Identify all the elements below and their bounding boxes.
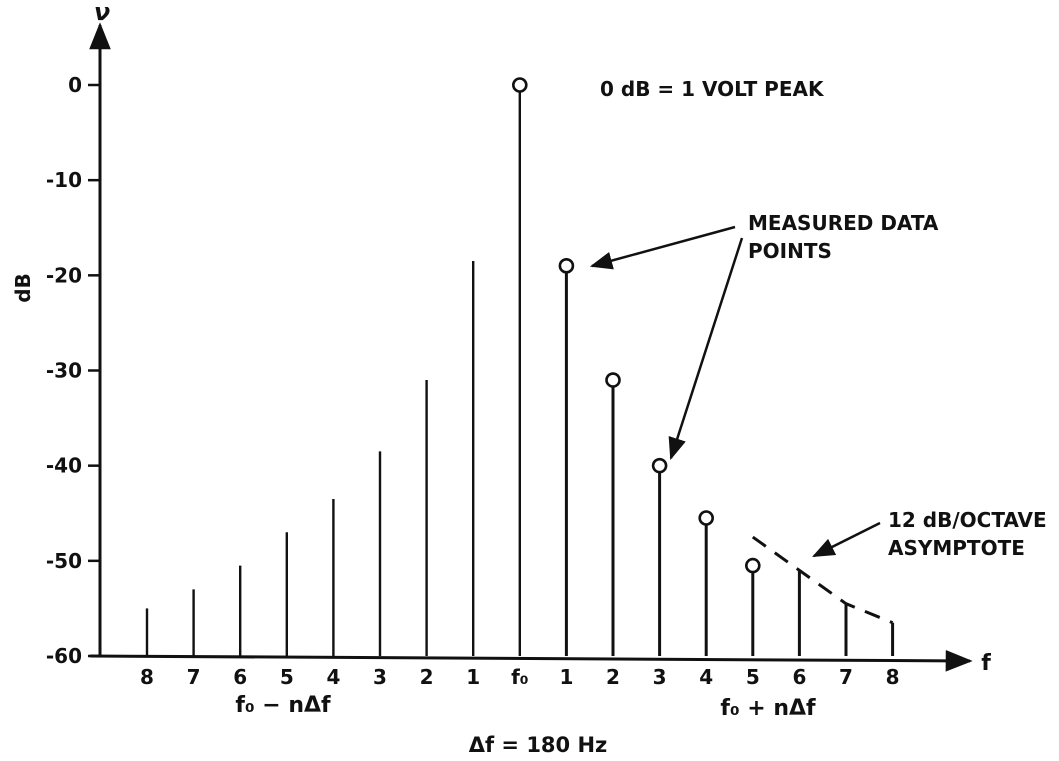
x-tick-label: 7 [839, 665, 853, 689]
x-tick-label: 5 [280, 665, 294, 689]
x-tick-label: f₀ [511, 665, 528, 689]
measured-point [605, 372, 621, 388]
y-tick-label: 0 [68, 73, 82, 97]
measured-point [558, 258, 575, 274]
y-ticks: 0 -10 -20 -30 -40 -50 -60 [46, 73, 100, 668]
measured-arrow-2 [668, 237, 744, 461]
y-axis-symbol: ν [94, 0, 110, 26]
x-tick-label: 3 [653, 665, 667, 689]
y-tick-label: -60 [46, 644, 82, 668]
measured-point [651, 457, 668, 474]
x-tick-label: 1 [466, 665, 480, 689]
x-tick-label: 6 [792, 665, 806, 689]
measured-annotation-line2: POINTS [748, 239, 832, 263]
measured-point [698, 510, 715, 526]
upper-sideband-label: f₀ + nΔf [720, 696, 816, 721]
asymptote-annotation-line1: 12 dB/OCTAVE [888, 508, 1047, 532]
x-tick-label: 4 [699, 665, 713, 689]
asymptote-curve [751, 535, 894, 625]
measured-point [744, 557, 761, 574]
measured-point [511, 77, 528, 93]
spectral-lines [145, 85, 895, 656]
asymptote-arrow [811, 521, 881, 558]
x-tick-label: 8 [886, 665, 900, 689]
y-axis-label: dB [11, 273, 35, 303]
x-tick-label: 3 [373, 665, 387, 689]
y-tick-label: -50 [46, 549, 82, 573]
lower-sideband-label: f₀ − nΔf [235, 693, 331, 718]
y-tick-label: -40 [46, 454, 82, 478]
x-axis-symbol: f [981, 651, 991, 676]
x-tick-label: 5 [746, 665, 760, 689]
delta-frequency-label: Δf = 180 Hz [469, 733, 608, 757]
x-tick-labels: 8 7 6 5 4 3 2 1 f₀ 1 2 3 4 5 6 7 8 [140, 665, 900, 689]
x-tick-label: 6 [233, 665, 247, 689]
x-tick-label: 2 [606, 665, 620, 689]
measured-annotation-line1: MEASURED DATA [748, 211, 939, 235]
y-tick-label: -30 [46, 359, 82, 383]
x-tick-label: 8 [140, 665, 154, 689]
x-tick-label: 4 [326, 665, 340, 689]
y-tick-label: -20 [46, 263, 82, 287]
asymptote-annotation-line2: ASYMPTOTE [888, 536, 1025, 560]
x-tick-label: 1 [559, 665, 573, 689]
measured-points [511, 77, 761, 574]
y-tick-label: -10 [46, 168, 82, 192]
x-tick-label: 2 [420, 665, 434, 689]
measured-arrow-1 [589, 225, 736, 270]
x-tick-label: 7 [187, 665, 201, 689]
reference-annotation: 0 dB = 1 VOLT PEAK [600, 77, 825, 101]
x-axis-line [89, 650, 973, 672]
